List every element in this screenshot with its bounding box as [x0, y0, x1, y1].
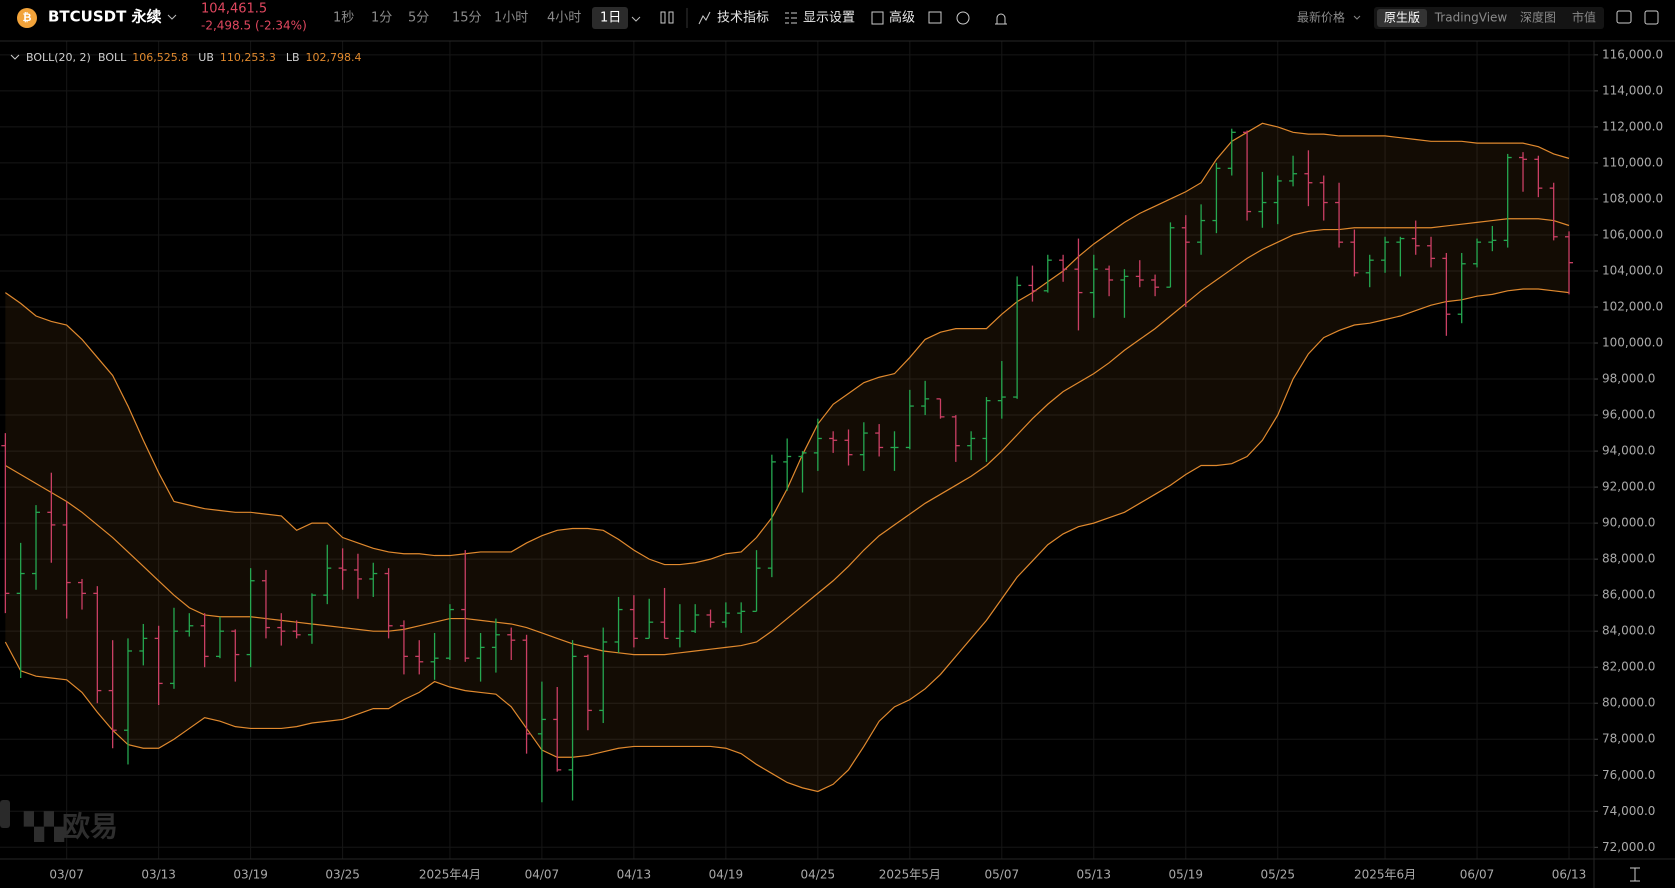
x-tick-label: 03/25 — [325, 868, 360, 882]
y-tick-label: 90,000.0 — [1602, 516, 1655, 530]
coin-icon — [17, 8, 37, 28]
x-tick-label: 06/07 — [1460, 868, 1495, 882]
plot-area — [0, 41, 1598, 859]
y-tick-label: 76,000.0 — [1602, 768, 1655, 782]
band-line — [4, 288, 1570, 793]
price-mode-chevron[interactable] — [1353, 15, 1361, 20]
interval[interactable]: 1小时 — [494, 11, 528, 26]
tool[interactable]: 高级 — [889, 10, 915, 26]
interval-chevron[interactable] — [631, 16, 641, 22]
y-tick-label: 102,000.0 — [1602, 300, 1663, 314]
last-price: 104,461.5 — [201, 2, 267, 17]
gear-icon[interactable] — [956, 11, 970, 25]
x-tick-label: 2025年4月 — [419, 868, 481, 882]
legend-toggle[interactable] — [10, 54, 20, 60]
view-selected — [1377, 9, 1427, 27]
y-tick-label: 80,000.0 — [1602, 696, 1655, 710]
watermark: 欧易 — [62, 810, 118, 843]
axis-scale-icon[interactable] — [1630, 867, 1640, 882]
y-tick-label: 112,000.0 — [1602, 119, 1663, 133]
view-option[interactable]: 市值 — [1572, 10, 1596, 25]
side-handle[interactable] — [0, 800, 10, 828]
interval-selected — [592, 7, 628, 29]
y-tick-label: 84,000.0 — [1602, 624, 1655, 638]
y-tick-label: 104,000.0 — [1602, 263, 1663, 277]
view-group: 原生版 TradingView 深度图 市值 — [1384, 10, 1596, 25]
x-tick-label: 05/19 — [1168, 868, 1203, 882]
view-option[interactable]: TradingView — [1434, 11, 1508, 25]
advanced-icon[interactable] — [871, 11, 884, 25]
x-tick-label: 05/07 — [985, 868, 1020, 882]
alert-icon[interactable] — [995, 13, 1007, 25]
legend-name: LB — [286, 51, 300, 64]
logo-mark: ▚▚ — [23, 811, 65, 843]
coin-glyph: ₿ — [23, 11, 32, 24]
symbol[interactable]: BTCUSDT 永续 — [48, 8, 162, 26]
legend-value: 102,798.4 — [306, 51, 362, 64]
y-tick-label: 106,000.0 — [1602, 227, 1663, 241]
y-tick-label: 86,000.0 — [1602, 588, 1655, 602]
band-area — [5, 123, 1570, 792]
y-tick-label: 94,000.0 — [1602, 444, 1655, 458]
interval[interactable]: 1秒 — [333, 11, 354, 26]
x-tick-label: 05/13 — [1076, 868, 1111, 882]
y-tick-label: 100,000.0 — [1602, 336, 1663, 350]
interval[interactable]: 4小时 — [547, 11, 581, 26]
y-tick-label: 72,000.0 — [1602, 840, 1655, 854]
interval[interactable]: 15分 — [452, 11, 482, 26]
tool-group: 技术指标 显示设置 高级 — [717, 10, 915, 26]
x-tick-label: 04/25 — [801, 868, 836, 882]
y-tick-label: 74,000.0 — [1602, 804, 1655, 818]
undo-icon[interactable] — [928, 11, 942, 24]
y-tick-label: 114,000.0 — [1602, 83, 1663, 97]
y-tick-label: 116,000.0 — [1602, 47, 1663, 61]
chart-type-icon[interactable] — [660, 11, 674, 24]
tool[interactable]: 技术指标 — [717, 11, 769, 26]
fullscreen-icon[interactable] — [1644, 10, 1659, 25]
legend-name: UB — [198, 51, 214, 64]
legend-name: BOLL — [98, 51, 127, 64]
legend: BOLL 106,525.8 UB 110,253.3 LB 102,798.4 — [98, 51, 362, 64]
y-tick-label: 88,000.0 — [1602, 552, 1655, 566]
symbol-chevron[interactable] — [167, 14, 177, 20]
indicator-icon[interactable] — [698, 11, 711, 25]
x-tick-label: 04/19 — [709, 868, 744, 882]
x-tick-label: 03/19 — [233, 868, 268, 882]
x-tick-label: 06/13 — [1552, 868, 1587, 882]
tool[interactable]: 显示设置 — [803, 11, 855, 26]
y-tick-label: 96,000.0 — [1602, 408, 1655, 422]
x-tick-label: 04/07 — [525, 868, 560, 882]
y-tick-label: 82,000.0 — [1602, 660, 1655, 674]
x-tick-label: 03/13 — [141, 868, 176, 882]
interval-group: 1秒 1分 5分 15分 1小时 4小时 1日 — [333, 7, 628, 29]
view-option[interactable]: 原生版 — [1384, 11, 1420, 25]
price-mode[interactable]: 最新价格 — [1297, 10, 1345, 25]
interval[interactable]: 1日 — [600, 11, 621, 26]
y-tick-label: 78,000.0 — [1602, 732, 1655, 746]
price-change: -2,498.5 (-2.34%) — [201, 19, 307, 33]
view-switch — [1374, 7, 1604, 29]
indicator-name: BOLL(20, 2) — [26, 51, 91, 64]
x-tick-label: 05/25 — [1260, 868, 1295, 882]
legend-value: 110,253.3 — [220, 51, 276, 64]
layout-icon[interactable] — [1616, 10, 1632, 24]
view-option[interactable]: 深度图 — [1520, 10, 1556, 25]
interval[interactable]: 1分 — [371, 11, 392, 26]
x-tick-label: 2025年5月 — [879, 868, 941, 882]
x-tick-label: 03/07 — [49, 868, 84, 882]
settings-icon[interactable] — [785, 12, 797, 24]
x-tick-label: 04/13 — [617, 868, 652, 882]
y-tick-label: 92,000.0 — [1602, 480, 1655, 494]
y-tick-label: 110,000.0 — [1602, 155, 1663, 169]
legend-value: 106,525.8 — [132, 51, 188, 64]
y-tick-label: 98,000.0 — [1602, 372, 1655, 386]
y-tick-label: 108,000.0 — [1602, 191, 1663, 205]
x-tick-label: 2025年6月 — [1354, 868, 1416, 882]
interval[interactable]: 5分 — [408, 11, 429, 26]
